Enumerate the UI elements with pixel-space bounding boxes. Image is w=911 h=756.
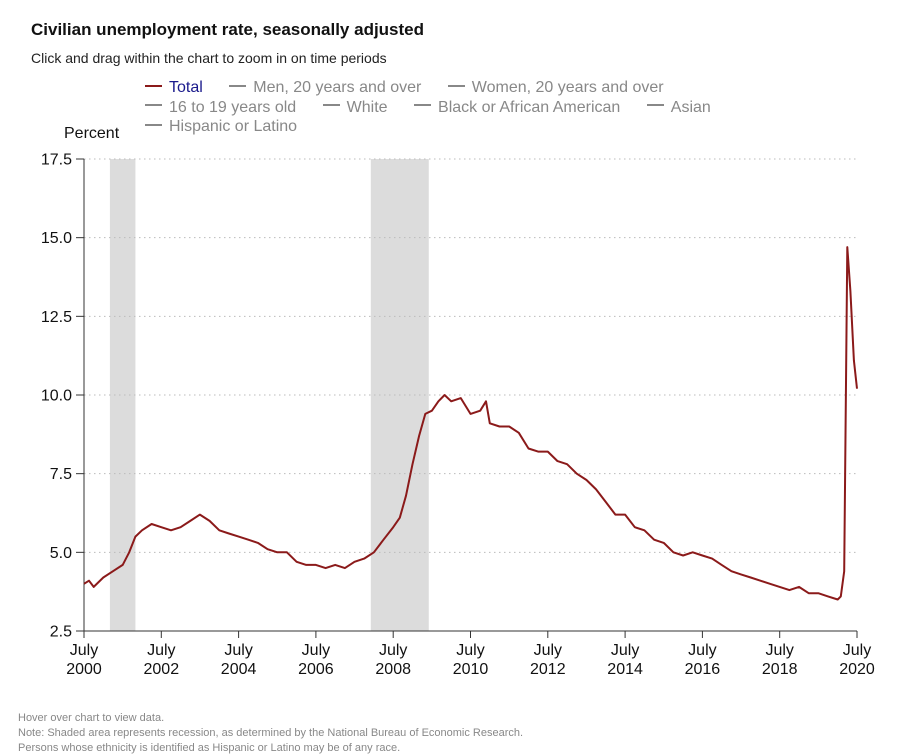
x-tick-label-month: July xyxy=(147,642,175,659)
legend-item-label: Asian xyxy=(670,98,711,116)
legend-item-teens[interactable]: 16 to 19 years old xyxy=(145,98,296,118)
legend-row-1: Total Men, 20 years and over Women, 20 y… xyxy=(145,78,825,98)
legend-item-hispanic[interactable]: Hispanic or Latino xyxy=(145,117,297,137)
legend-item-label: White xyxy=(346,98,388,116)
axes: 2.5 5.0 7.5 10.0 12.5 15.0 17.5 July 2000 July 200… xyxy=(41,152,875,679)
x-tick-label: July 2010 xyxy=(453,642,489,678)
x-tick-label-year: 2012 xyxy=(530,661,566,678)
note-recession: Note: Shaded area represents recession, … xyxy=(18,727,524,739)
x-tick-label-year: 2000 xyxy=(66,661,102,678)
x-tick-label-month: July xyxy=(456,642,484,659)
x-tick-label-year: 2006 xyxy=(298,661,334,678)
legend-item-women[interactable]: Women, 20 years and over xyxy=(447,78,664,98)
legend-item-label: Hispanic or Latino xyxy=(169,118,298,135)
line-swatch-icon xyxy=(322,104,340,107)
note-ethnicity: Persons whose ethnicity is identified as… xyxy=(18,742,401,754)
legend-item-label: Black or African American xyxy=(438,98,621,116)
gridlines xyxy=(84,158,857,553)
x-tick-label-year: 2020 xyxy=(839,661,875,678)
x-tick-label-month: July xyxy=(70,642,98,659)
y-tick-label: 7.5 xyxy=(50,466,72,483)
chart-title: Civilian unemployment rate, seasonally a… xyxy=(31,20,425,39)
x-tick-label: July 2016 xyxy=(685,642,721,678)
x-tick-label: July 2020 xyxy=(839,642,875,678)
y-axis-label: Percent xyxy=(64,125,120,142)
x-tick-label-month: July xyxy=(379,642,407,659)
recession-band xyxy=(109,159,136,631)
legend-item-men[interactable]: Men, 20 years and over xyxy=(229,78,421,98)
x-tick-label-month: July xyxy=(843,642,871,659)
legend-item-label: Total xyxy=(169,79,203,96)
legend-item-label: Women, 20 years and over xyxy=(471,79,664,96)
notes: Hover over chart to view data. Note: Sha… xyxy=(18,711,523,756)
line-swatch-icon xyxy=(145,84,162,87)
x-tick-label-year: 2014 xyxy=(607,661,643,678)
y-tick-label: 12.5 xyxy=(41,309,72,326)
line-swatch-icon xyxy=(145,104,162,107)
x-tick-label: July 2004 xyxy=(221,642,257,678)
x-tick-label-month: July xyxy=(611,642,639,659)
legend-item-label: 16 to 19 years old xyxy=(169,98,297,116)
legend-row-3: Hispanic or Latino xyxy=(145,117,825,137)
series-line-total xyxy=(83,246,858,601)
line-swatch-icon xyxy=(145,123,162,126)
legend-row-2: 16 to 19 years old White Black or Africa… xyxy=(145,98,825,118)
y-tick-label: 10.0 xyxy=(41,388,72,405)
line-swatch-icon xyxy=(646,104,664,107)
x-tick-label: July 2014 xyxy=(607,642,643,678)
series-layer xyxy=(83,246,858,601)
x-tick-label-year: 2018 xyxy=(762,661,798,678)
legend-item-label: Men, 20 years and over xyxy=(253,79,422,96)
x-tick-label-year: 2004 xyxy=(221,661,257,678)
x-tick-label: July 2006 xyxy=(298,642,334,678)
note-hover: Hover over chart to view data. xyxy=(18,712,165,724)
line-swatch-icon xyxy=(447,84,465,87)
x-tick-label: July 2002 xyxy=(144,642,180,678)
chart-subtitle: Click and drag within the chart to zoom … xyxy=(31,50,387,66)
x-tick-label-month: July xyxy=(688,642,716,659)
x-tick-label-month: July xyxy=(302,642,330,659)
x-tick-label: July 2018 xyxy=(762,642,798,678)
x-tick-label: July 2012 xyxy=(530,642,566,678)
legend: Total Men, 20 years and over Women, 20 y… xyxy=(145,78,825,137)
x-tick-label-month: July xyxy=(224,642,252,659)
legend-item-total[interactable]: Total xyxy=(145,78,203,98)
x-tick-label: July 2000 xyxy=(66,642,102,678)
x-tick-label-year: 2010 xyxy=(453,661,489,678)
y-tick-label: 5.0 xyxy=(50,545,72,562)
line-swatch-icon xyxy=(229,84,247,87)
legend-item-white[interactable]: White xyxy=(322,98,388,118)
x-tick-label-year: 2016 xyxy=(685,661,721,678)
legend-item-black[interactable]: Black or African American xyxy=(414,98,620,118)
x-tick-label-month: July xyxy=(765,642,793,659)
x-tick-label-month: July xyxy=(534,642,562,659)
y-tick-label: 17.5 xyxy=(41,152,72,169)
line-swatch-icon xyxy=(414,104,432,107)
x-tick-label: July 2008 xyxy=(375,642,411,678)
y-tick-label: 15.0 xyxy=(41,230,72,247)
x-tick-label-year: 2008 xyxy=(375,661,411,678)
x-tick-label-year: 2002 xyxy=(144,661,180,678)
legend-item-asian[interactable]: Asian xyxy=(646,98,711,118)
y-tick-label: 2.5 xyxy=(50,624,72,641)
